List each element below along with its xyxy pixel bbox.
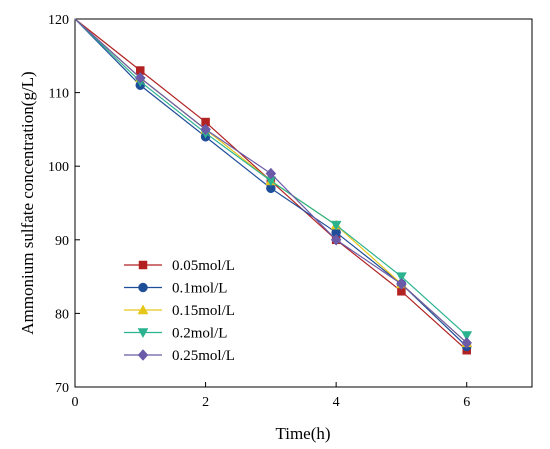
plot-area xyxy=(74,18,533,388)
legend-label: 0.25mol/L xyxy=(172,348,235,364)
x-tick-label: 4 xyxy=(333,395,340,410)
data-point xyxy=(396,272,407,283)
x-tick-label: 2 xyxy=(202,395,209,410)
series-group xyxy=(74,18,473,355)
x-axis-title: Time(h) xyxy=(275,424,330,443)
data-point xyxy=(330,233,342,246)
legend-label: 0.05mol/L xyxy=(172,258,235,274)
series-0.2mol/L xyxy=(74,18,473,341)
legend-marker xyxy=(137,304,149,315)
legend-item: 0.15mol/L xyxy=(124,303,235,319)
y-tick-label: 120 xyxy=(48,13,69,28)
legend-item: 0.05mol/L xyxy=(124,258,235,274)
x-tick-label: 0 xyxy=(72,395,79,410)
data-point xyxy=(461,331,473,341)
data-point xyxy=(265,167,277,180)
y-tick-label: 110 xyxy=(49,87,69,102)
x-tick-label: 6 xyxy=(463,395,470,410)
y-tick-label: 100 xyxy=(48,160,69,175)
legend-marker xyxy=(138,282,148,293)
series-0.25mol/L xyxy=(74,18,473,349)
data-point xyxy=(330,220,342,231)
y-tick-label: 80 xyxy=(55,307,69,322)
y-tick-label: 90 xyxy=(55,234,69,249)
legend-item: 0.25mol/L xyxy=(124,348,235,364)
legend-label: 0.1mol/L xyxy=(172,281,227,297)
y-tick-label: 70 xyxy=(55,381,69,396)
legend: 0.05mol/L 0.1mol/L 0.15mol/L 0.2mol/L 0.25mo… xyxy=(124,258,235,364)
legend-item: 0.2mol/L xyxy=(124,326,227,342)
axes-ticks: 0 2 4 6 70 80 90 100 110 120 xyxy=(48,13,470,410)
y-axis-title: Ammonium sulfate concentration(g/L) xyxy=(18,71,37,334)
legend-label: 0.15mol/L xyxy=(172,303,235,319)
legend-label: 0.2mol/L xyxy=(172,326,227,342)
legend-marker xyxy=(137,328,149,339)
legend-item: 0.1mol/L xyxy=(124,281,227,297)
data-point xyxy=(461,336,473,349)
legend-marker xyxy=(138,260,148,270)
legend-marker xyxy=(137,349,149,361)
data-point xyxy=(396,278,407,290)
data-point xyxy=(134,72,146,84)
data-point xyxy=(200,123,211,136)
